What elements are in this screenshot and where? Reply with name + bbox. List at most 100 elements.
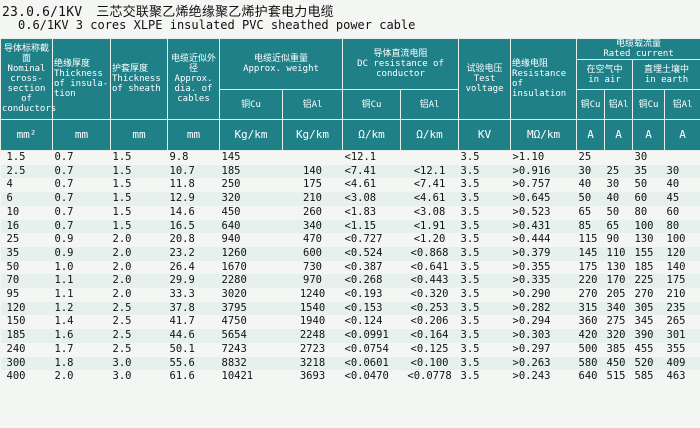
table-cell: <0.0754 [344,342,389,355]
table-cell: 61.6 [169,370,195,383]
table-cell: 1670 [221,260,247,273]
table-cell: 0.7 [54,205,74,218]
table-cell: 25 [604,164,633,179]
table-cell: 100 [666,233,686,246]
table-cell: 55.6 [167,356,220,371]
table-cell: 3.0 [110,356,168,371]
table-cell: <0.320 [410,288,449,301]
table-cell: 60 [632,192,665,206]
table-cell: 0.7 [52,192,111,206]
table-cell: 110 [604,246,633,261]
table-cell: 640 [219,219,283,234]
table-cell: 1.5 [112,205,132,218]
table-cell: 40 [578,178,592,191]
table-cell: 6 [0,192,53,206]
table-cell: 175 [303,178,322,191]
table-cell: 1.2 [52,301,111,316]
unit-cell: MΩ/km [510,119,578,151]
table-cell: 120 [664,246,700,261]
table-cell: 145 [221,151,241,163]
table-cell: 3.5 [458,219,511,234]
table-cell: 50.1 [169,342,195,355]
table-cell: 9.8 [169,151,189,163]
table-cell: >0.523 [512,205,551,218]
table-cell: 400 [6,370,26,383]
table-cell: 115 [578,233,598,246]
table-cell: 1.5 [112,178,132,191]
table-row: 1.5 0.7 1.5 9.8 145 <12.1 3.5 >1.10 25 30 [1,151,700,165]
table-cell: <0.206 [410,315,449,328]
table-cell: 3.0 [112,370,132,383]
header-dcr-al: 铝Al [400,89,460,120]
table-cell: 640 [578,370,598,383]
table-cell: >0.916 [510,164,577,179]
table-cell: 20.8 [169,233,195,246]
table-cell: 2.5 [110,329,168,343]
table-cell: 3.5 [460,370,480,383]
table-cell: 210 [282,192,343,206]
table-cell: 50 [6,260,20,273]
table-cell: 500 [578,342,598,355]
table-cell: 3.5 [458,356,511,371]
table-cell: >0.263 [510,356,577,371]
table-cell: >0.379 [510,246,577,261]
table-cell: 65 [604,219,633,234]
table-cell: 940 [221,233,241,246]
table-cell: <0.0991 [342,329,401,343]
table-cell [665,151,700,165]
table-number: 23.0.6/1KV [2,5,83,20]
table-cell: 275 [606,315,626,328]
table-cell: 300 [0,356,53,371]
table-cell: 8832 [219,356,283,371]
unit-cell: A [632,119,666,151]
table-row: 400 2.0 3.0 61.6 10421 3693 <0.0470 <0.0778 3.5 >… [1,370,700,384]
table-cell: <1.20 [413,233,446,246]
table-cell: 10421 [221,370,254,383]
table-cell: 970 [282,274,343,289]
unit-cell: A [576,119,606,151]
table-cell: >0.282 [510,301,577,316]
unit-cell: mm² [0,119,53,151]
table-cell: <0.727 [344,233,383,246]
table-cell: >0.290 [512,288,551,301]
table-row: 16 0.7 1.5 16.5 640 340 <1.15 <1.91 3.5 >0.431 85 6… [0,219,700,234]
table-cell: 37.8 [167,301,220,316]
header-dcr-cu: 铜Cu [342,89,402,120]
table-cell: 4 [6,178,13,191]
table-cell: 41.7 [169,315,195,328]
table-cell: 1940 [299,315,326,328]
table-cell: <7.41 [342,164,401,179]
table-cell: 170 [604,274,633,289]
table-cell: <12.1 [344,151,377,163]
table-cell: 45 [664,192,700,206]
table-cell: 1.5 [6,151,26,163]
unit-cell: mm [110,119,168,151]
table-cell: 10 [6,205,20,218]
table-cell: 1240 [299,288,326,301]
table-cell: 140 [282,164,343,179]
table-cell: <1.83 [344,205,377,218]
header-weight-al: 铝Al [281,89,344,120]
table-cell: 3.5 [460,342,480,355]
table-cell: 463 [666,370,686,383]
table-cell: >0.645 [510,192,577,206]
table-cell: 0.7 [54,151,74,163]
header-dc-resistance: 导体直流电阻 DC resistance of conductor [342,38,460,90]
header-earth-al: 铝Al [664,89,700,120]
table-cell: 185 [634,260,654,273]
table-cell: 2.0 [112,288,132,301]
table-cell: 1260 [219,246,283,261]
unit-cell: Ω/km [400,119,460,151]
table-cell: 35 [0,246,53,261]
table-cell: 25 [6,233,20,246]
table-cell: 100 [632,219,665,234]
table-cell: 2.5 [110,301,168,316]
table-cell: 730 [303,260,322,273]
table-cell: 30 [664,164,700,179]
table-cell: 450 [604,356,633,371]
table-cell: 1.4 [54,315,74,328]
table-cell: 1.5 [110,164,168,179]
header-sheath: 护套厚度 Thickness of sheath [110,38,168,120]
table-cell: 3218 [282,356,343,371]
table-cell: >0.431 [510,219,577,234]
